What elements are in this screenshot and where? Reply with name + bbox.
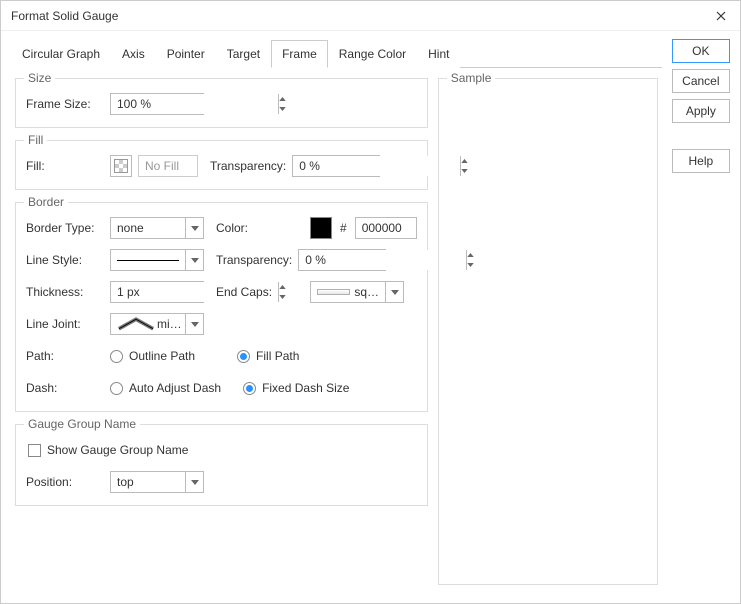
outline-path-label: Outline Path — [129, 349, 195, 363]
chevron-down-icon — [185, 314, 203, 334]
border-color-label: Color: — [216, 221, 258, 235]
radio-icon — [110, 350, 123, 363]
size-group: Size Frame Size: — [15, 78, 428, 128]
main-column: Circular Graph Axis Pointer Target Frame… — [11, 39, 662, 595]
frame-size-input[interactable] — [111, 94, 278, 114]
position-dropdown[interactable]: top — [110, 471, 204, 493]
thickness-down[interactable] — [279, 292, 286, 302]
line-style-value — [111, 250, 185, 270]
endcaps-label: End Caps: — [216, 285, 280, 299]
show-gauge-group-checkbox[interactable]: Show Gauge Group Name — [28, 443, 188, 457]
endcaps-dropdown[interactable]: sq… — [310, 281, 404, 303]
chevron-down-icon — [185, 218, 203, 238]
frame-size-up[interactable] — [279, 94, 286, 104]
line-joint-dropdown[interactable]: mi… — [110, 313, 204, 335]
chevron-down-icon — [185, 250, 203, 270]
frame-size-label: Frame Size: — [26, 97, 104, 111]
window-title: Format Solid Gauge — [11, 9, 118, 23]
close-icon — [716, 11, 726, 21]
radio-icon — [110, 382, 123, 395]
button-column: OK Cancel Apply Help — [672, 39, 730, 595]
fill-transparency-spinner[interactable] — [292, 155, 380, 177]
position-value: top — [111, 472, 185, 492]
tab-circular-graph[interactable]: Circular Graph — [11, 40, 111, 68]
tab-frame[interactable]: Frame — [271, 40, 328, 68]
radio-icon — [237, 350, 250, 363]
gauge-group-name-group: Gauge Group Name Show Gauge Group Name P… — [15, 424, 428, 506]
fixed-dash-label: Fixed Dash Size — [262, 381, 349, 395]
border-type-label: Border Type: — [26, 221, 104, 235]
border-transparency-spinner[interactable] — [298, 249, 386, 271]
position-label: Position: — [26, 475, 104, 489]
hash-label: # — [338, 221, 349, 235]
checkbox-icon — [28, 444, 41, 457]
tab-body: Size Frame Size: — [11, 68, 662, 595]
border-color-hex[interactable] — [355, 217, 417, 239]
fill-label: Fill: — [26, 159, 104, 173]
ok-button[interactable]: OK — [672, 39, 730, 63]
dash-label: Dash: — [26, 381, 104, 395]
fill-group-title: Fill — [24, 133, 47, 147]
path-label: Path: — [26, 349, 104, 363]
apply-button[interactable]: Apply — [672, 99, 730, 123]
tab-target[interactable]: Target — [216, 40, 271, 68]
auto-dash-radio[interactable]: Auto Adjust Dash — [110, 381, 221, 395]
thickness-up[interactable] — [279, 282, 286, 292]
size-group-title: Size — [24, 71, 55, 85]
border-group: Border Border Type: none Color: # — [15, 202, 428, 412]
line-joint-label: Line Joint: — [26, 317, 104, 331]
fill-group: Fill Fill: No Fill Transparency: — [15, 140, 428, 190]
close-button[interactable] — [712, 7, 730, 25]
fixed-dash-radio[interactable]: Fixed Dash Size — [243, 381, 349, 395]
auto-dash-label: Auto Adjust Dash — [129, 381, 221, 395]
left-panels: Size Frame Size: — [15, 78, 428, 585]
tab-hint[interactable]: Hint — [417, 40, 460, 68]
tab-axis[interactable]: Axis — [111, 40, 156, 68]
tab-range-color[interactable]: Range Color — [328, 40, 417, 68]
gauge-group-title: Gauge Group Name — [24, 417, 140, 431]
fill-path-radio[interactable]: Fill Path — [237, 349, 299, 363]
fill-path-label: Fill Path — [256, 349, 299, 363]
line-style-label: Line Style: — [26, 253, 104, 267]
fill-text: No Fill — [138, 155, 198, 177]
fill-transparency-label: Transparency: — [210, 159, 286, 173]
cancel-button[interactable]: Cancel — [672, 69, 730, 93]
frame-size-spinner[interactable] — [110, 93, 204, 115]
tab-bar: Circular Graph Axis Pointer Target Frame… — [11, 39, 662, 68]
fill-transparency-input[interactable] — [293, 156, 460, 176]
dialog: Format Solid Gauge Circular Graph Axis P… — [0, 0, 741, 604]
border-group-title: Border — [24, 195, 68, 209]
radio-icon — [243, 382, 256, 395]
show-gauge-group-label: Show Gauge Group Name — [47, 443, 188, 457]
border-type-value: none — [111, 218, 185, 238]
line-joint-value: mi… — [111, 314, 185, 334]
frame-size-down[interactable] — [279, 104, 286, 114]
tab-pointer[interactable]: Pointer — [156, 40, 216, 68]
thickness-spinner[interactable] — [110, 281, 204, 303]
no-fill-icon — [114, 159, 128, 173]
sample-group: Sample — [438, 78, 658, 585]
chevron-down-icon — [185, 472, 203, 492]
border-color-swatch[interactable] — [310, 217, 332, 239]
help-button[interactable]: Help — [672, 149, 730, 173]
outline-path-radio[interactable]: Outline Path — [110, 349, 195, 363]
border-transparency-label: Transparency: — [216, 253, 292, 267]
titlebar: Format Solid Gauge — [1, 1, 740, 31]
sample-group-title: Sample — [447, 71, 496, 85]
thickness-label: Thickness: — [26, 285, 104, 299]
content: Circular Graph Axis Pointer Target Frame… — [1, 31, 740, 603]
endcaps-value: sq… — [311, 282, 385, 302]
border-type-dropdown[interactable]: none — [110, 217, 204, 239]
fill-picker[interactable] — [110, 155, 132, 177]
line-style-dropdown[interactable] — [110, 249, 204, 271]
chevron-down-icon — [385, 282, 403, 302]
sample-column: Sample — [438, 78, 658, 585]
